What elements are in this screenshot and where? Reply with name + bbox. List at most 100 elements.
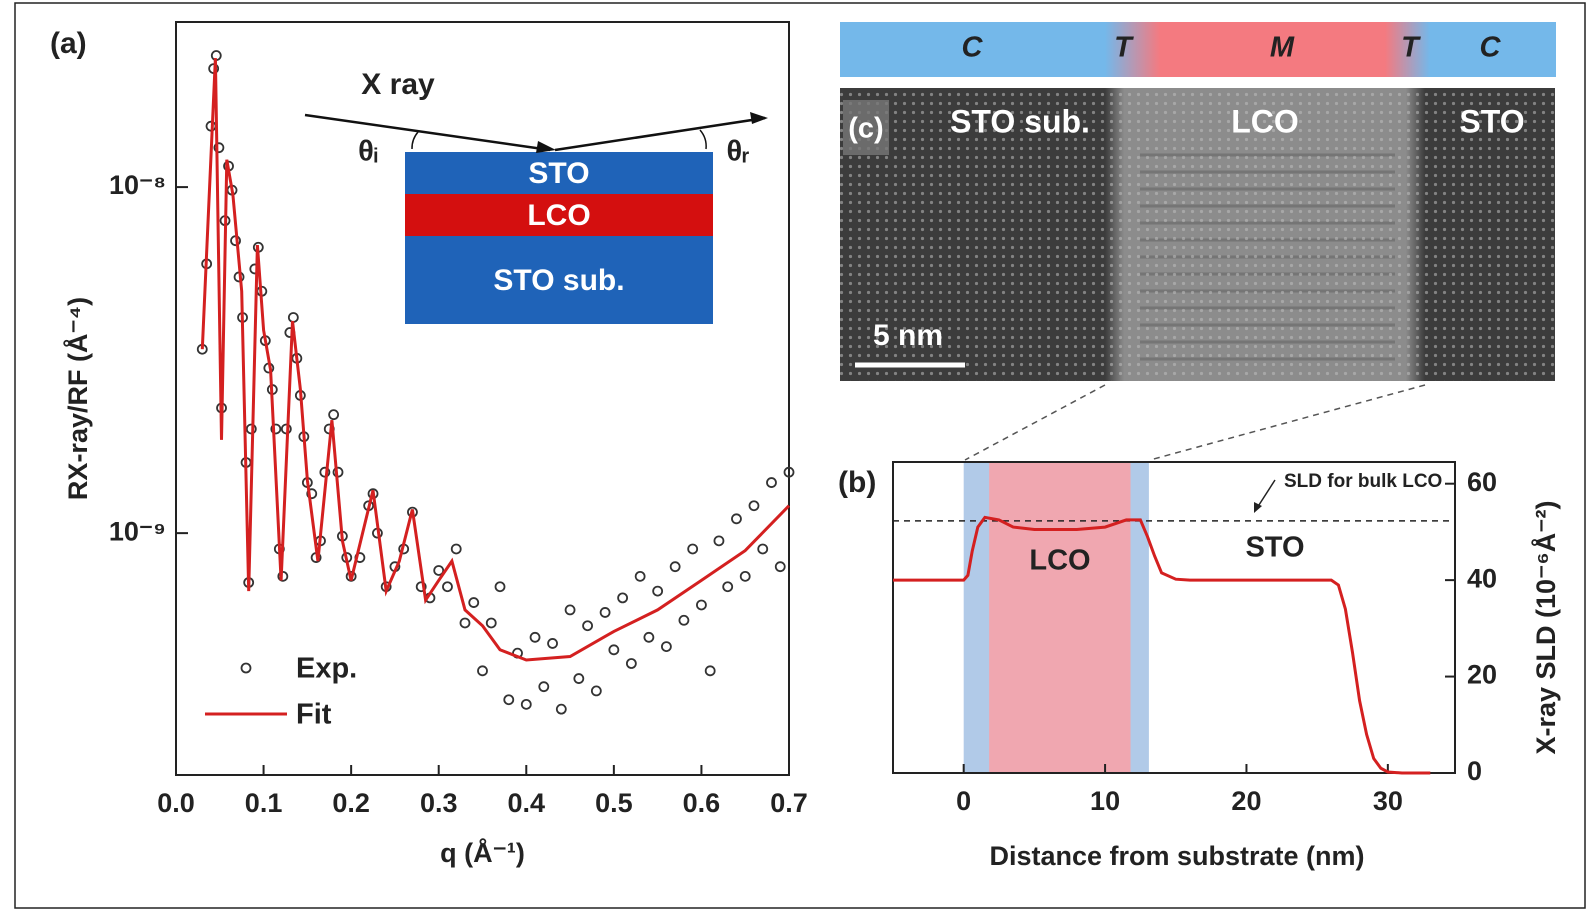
x-tick-label: 30 [1373, 786, 1403, 816]
x-axis-label: q (Å⁻¹) [440, 837, 525, 868]
data-point [548, 639, 557, 648]
data-point [653, 587, 662, 596]
beam-label: X ray [361, 68, 435, 101]
x-tick-label: 0 [956, 786, 971, 816]
x-tick-label: 0.0 [157, 788, 195, 818]
bar-label: T [1401, 32, 1421, 64]
data-point [452, 544, 461, 553]
x-axis-label: Distance from substrate (nm) [989, 841, 1364, 871]
angle-label: θᵢ [358, 136, 378, 168]
y-axis-label: X-ray SLD (10⁻⁶Å⁻²) [1530, 501, 1561, 755]
annotation: SLD for bulk LCO [1284, 471, 1442, 492]
data-point [329, 410, 338, 419]
y-tick-label: 40 [1467, 563, 1497, 593]
data-point [566, 605, 575, 614]
panel-label: (a) [50, 27, 87, 60]
panel-label: (b) [838, 466, 876, 499]
x-tick-label: 0.7 [770, 788, 808, 818]
legend-label: Exp. [296, 653, 357, 685]
data-point [758, 544, 767, 553]
legend-label: Fit [296, 699, 332, 731]
annotation-arrow [1254, 502, 1262, 513]
data-point [522, 700, 531, 709]
data-point [776, 562, 785, 571]
arrow-head [536, 141, 556, 153]
bar-label: M [1270, 32, 1295, 64]
angle-arc [700, 130, 706, 149]
data-point [671, 562, 680, 571]
data-point [636, 572, 645, 581]
data-point [443, 582, 452, 591]
x-tick-label: 0.2 [332, 788, 370, 818]
fit-line [202, 58, 789, 660]
layer-bar [840, 22, 1556, 77]
y-tick-label: 0 [1467, 756, 1482, 786]
x-tick-label: 20 [1231, 786, 1261, 816]
arrow-head [750, 112, 768, 124]
data-point [679, 616, 688, 625]
angle-label: θᵣ [727, 136, 750, 168]
region-label: STO [1245, 532, 1304, 564]
data-point [732, 514, 741, 523]
y-tick-label: 20 [1467, 660, 1497, 690]
data-point [741, 572, 750, 581]
y-tick-label: 10⁻⁹ [109, 516, 166, 546]
micrograph-texture [840, 88, 1555, 381]
data-point [539, 682, 548, 691]
data-point [618, 593, 627, 602]
layer-label: STO [528, 157, 589, 190]
data-point [714, 536, 723, 545]
data-point [609, 645, 618, 654]
x-tick-label: 0.6 [683, 788, 721, 818]
data-point [644, 633, 653, 642]
y-axis-label: RX-ray/RF (Å⁻⁴) [62, 297, 93, 500]
data-point [662, 642, 671, 651]
data-point [531, 633, 540, 642]
bar-label: C [962, 32, 984, 64]
connector [1150, 385, 1425, 460]
data-point [496, 582, 505, 591]
layer-label: LCO [527, 199, 590, 232]
data-point [688, 544, 697, 553]
figure: STO LCO STO sub. 0.0 0.1 0.2 0.3 0.4 0.5 0.6 0.7 10… [0, 0, 1588, 914]
region-label: LCO [1029, 545, 1090, 577]
data-point [460, 618, 469, 627]
bar-label: T [1114, 32, 1134, 64]
beam-in [305, 115, 550, 150]
scale-bar-label: 5 nm [873, 319, 943, 352]
data-point [749, 501, 758, 510]
data-point [601, 608, 610, 617]
data-point [627, 659, 636, 668]
annotation-arrow [1257, 480, 1275, 508]
layer-label: STO sub. [493, 264, 624, 297]
x-tick-label: 0.1 [245, 788, 283, 818]
data-point [592, 686, 601, 695]
data-point [706, 666, 715, 675]
data-point [574, 674, 583, 683]
shaded-region [989, 462, 1130, 773]
y-tick-label: 60 [1467, 467, 1497, 497]
angle-arc [412, 132, 418, 149]
y-tick-label: 10⁻⁸ [109, 170, 166, 200]
data-point [583, 621, 592, 630]
legend-swatch [242, 664, 251, 673]
data-point [697, 600, 706, 609]
data-point [487, 618, 496, 627]
region-label: LCO [1231, 103, 1299, 139]
plot-frame [176, 22, 789, 775]
panel-label: (c) [848, 113, 883, 145]
data-point [469, 598, 478, 607]
x-tick-label: 0.5 [595, 788, 633, 818]
data-point [767, 478, 776, 487]
x-tick-label: 0.4 [508, 788, 546, 818]
data-point [723, 582, 732, 591]
region-label: STO [1459, 103, 1524, 139]
region-label: STO sub. [950, 103, 1090, 139]
data-point [289, 313, 298, 322]
data-point [478, 666, 487, 675]
x-tick-label: 10 [1090, 786, 1120, 816]
x-tick-label: 0.3 [420, 788, 458, 818]
data-point [557, 705, 566, 714]
bar-label: C [1480, 32, 1502, 64]
data-point [504, 695, 513, 704]
